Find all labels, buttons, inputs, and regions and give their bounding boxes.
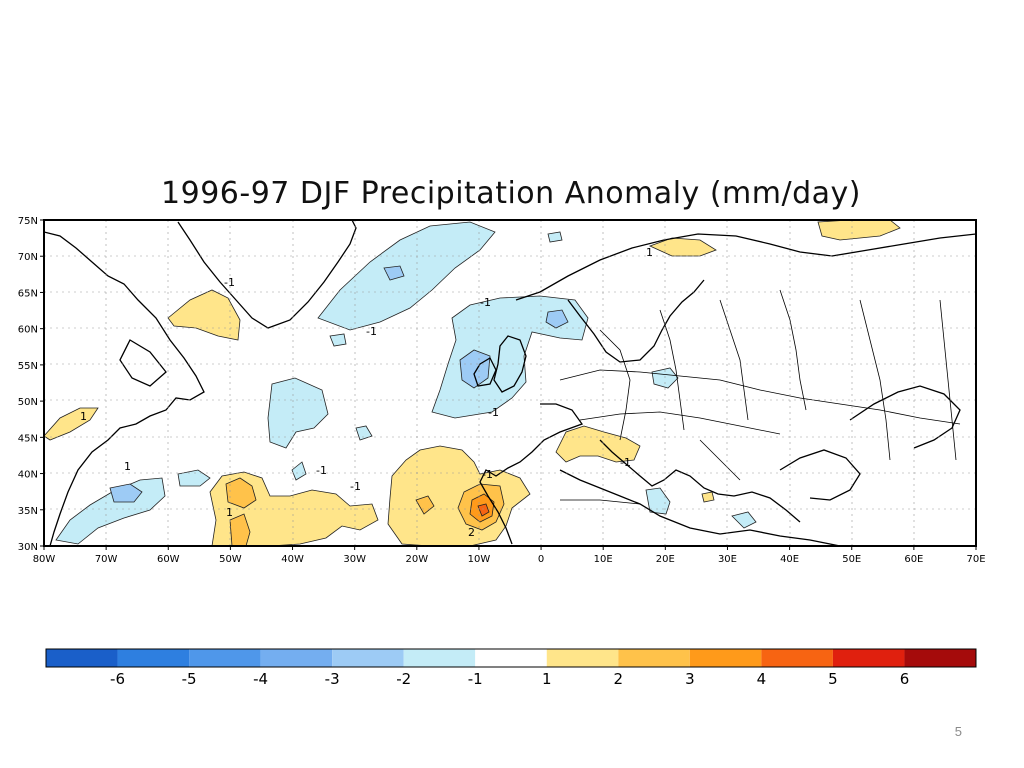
lon-tick-label: 0 <box>538 554 544 565</box>
lon-tick-label: 50W <box>219 554 242 565</box>
lon-tick-label: 50E <box>842 554 861 565</box>
colorbar-frame <box>45 648 977 668</box>
contour-label: -1 <box>488 406 499 419</box>
longitude-axis: 80W 70W 60W 50W 40W 30W 20W 10W 0 10E 20E 30E 40E 50E… <box>33 546 986 565</box>
map-plot-area: -1 -1 -1 -1 -1 -1 -1 -1 1 1 1 1 2 <box>44 220 976 546</box>
colorbar-label: 5 <box>828 670 838 688</box>
lat-tick-label: 70N <box>18 252 38 263</box>
lat-tick-label: 75N <box>18 216 38 227</box>
lat-tick-label: 60N <box>18 325 38 336</box>
lon-tick-label: 70W <box>95 554 118 565</box>
colorbar-label: 2 <box>614 670 624 688</box>
lon-tick-label: 10E <box>594 554 613 565</box>
contour-label: -1 <box>224 276 235 289</box>
page-number: 5 <box>954 724 962 739</box>
peak-positive-region <box>477 503 490 517</box>
colorbar-labels: -6 -5 -4 -3 -2 -1 1 2 3 4 5 6 <box>110 670 909 688</box>
contour-label: 1 <box>226 506 233 519</box>
colorbar-swatch <box>618 649 690 667</box>
latitude-axis: 75N 70N 65N 60N 55N 50N 45N 40N 35N 30N <box>18 216 44 553</box>
lon-tick-label: 60W <box>157 554 180 565</box>
colorbar <box>45 648 977 668</box>
colorbar-swatch <box>260 649 333 667</box>
strong-negative-regions <box>109 265 569 503</box>
colorbar-label: 3 <box>685 670 695 688</box>
colorbar-swatch <box>189 649 261 667</box>
lon-tick-label: 20W <box>405 554 428 565</box>
contour-label: 2 <box>468 526 475 539</box>
contour-label: -1 <box>620 456 631 469</box>
colorbar-label: -6 <box>110 670 125 688</box>
lat-tick-label: 55N <box>18 361 38 372</box>
colorbar-swatch <box>904 649 976 667</box>
contour-label: 1 <box>124 460 131 473</box>
colorbar-label: 4 <box>757 670 767 688</box>
colorbar-swatch <box>46 649 118 667</box>
lon-tick-label: 30W <box>343 554 366 565</box>
contour-label: 1 <box>80 410 87 423</box>
lat-tick-label: 30N <box>18 542 38 553</box>
lat-tick-label: 35N <box>18 506 38 517</box>
lat-tick-label: 40N <box>18 470 38 481</box>
colorbar-label: 6 <box>900 670 910 688</box>
coastlines <box>44 220 976 546</box>
negative-anomaly-regions <box>55 221 757 545</box>
colorbar-label: -1 <box>468 670 483 688</box>
lon-tick-label: 70E <box>966 554 985 565</box>
colorbar-label: -4 <box>253 670 268 688</box>
colorbar-swatch <box>761 649 833 667</box>
contour-label: -1 <box>480 296 491 309</box>
contour-label: -1 <box>350 480 361 493</box>
lat-tick-label: 65N <box>18 288 38 299</box>
contour-label: -1 <box>366 325 377 338</box>
lon-tick-label: 20E <box>656 554 675 565</box>
map-frame <box>43 219 977 547</box>
lat-tick-label: 50N <box>18 397 38 408</box>
contour-label: -1 <box>482 468 493 481</box>
lon-tick-label: 40W <box>281 554 304 565</box>
colorbar-label: -3 <box>325 670 340 688</box>
lat-lon-grid <box>44 220 976 546</box>
lat-tick-label: 45N <box>18 433 38 444</box>
country-borders <box>559 289 961 505</box>
lon-tick-label: 10W <box>468 554 491 565</box>
colorbar-swatch <box>689 649 762 667</box>
colorbar-swatch <box>403 649 476 667</box>
contour-label: -1 <box>316 464 327 477</box>
map-title: 1996-97 DJF Precipitation Anomaly (mm/da… <box>161 176 861 211</box>
colorbar-swatch <box>117 649 190 667</box>
colorbar-swatch <box>546 649 619 667</box>
colorbar-swatch <box>332 649 404 667</box>
lon-tick-label: 30E <box>718 554 737 565</box>
colorbar-swatch <box>832 649 905 667</box>
colorbar-label: -5 <box>182 670 197 688</box>
contour-labels: -1 -1 -1 -1 -1 -1 -1 -1 1 1 1 1 2 <box>80 246 653 539</box>
colorbar-swatch <box>475 649 547 667</box>
lon-tick-label: 40E <box>780 554 799 565</box>
colorbar-label: 1 <box>542 670 552 688</box>
lon-tick-label: 60E <box>904 554 923 565</box>
colorbar-label: -2 <box>396 670 411 688</box>
contour-label: 1 <box>646 246 653 259</box>
lon-tick-label: 80W <box>33 554 56 565</box>
